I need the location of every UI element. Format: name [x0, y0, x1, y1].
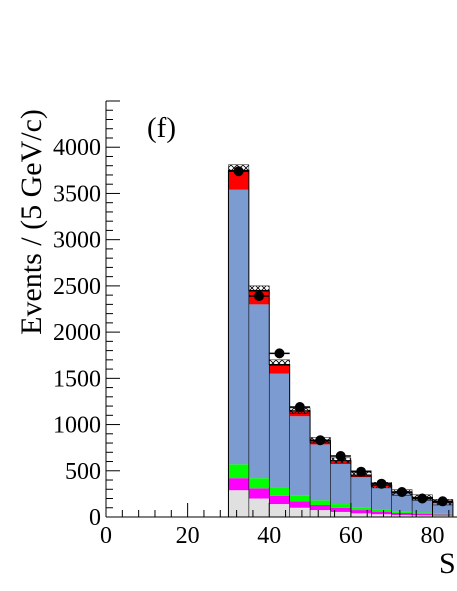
bar-magenta-1: [248, 488, 270, 499]
bar-blue-0: [228, 189, 249, 465]
bar-magenta-9: [412, 513, 433, 516]
panel-label: (f): [147, 112, 176, 144]
data-point-3: [294, 401, 305, 412]
bar-magenta-8: [391, 512, 413, 515]
bar-blue-7: [371, 486, 392, 510]
y-tick-label-2000: 2000: [53, 320, 101, 346]
bar-grey-1: [248, 498, 270, 517]
bar-grey-5: [330, 511, 351, 517]
uncertainty-box-1: [248, 285, 270, 292]
data-point-6: [356, 466, 367, 477]
bar-green-5: [330, 504, 351, 508]
bar-magenta-0: [228, 478, 249, 491]
y-tick-label-3000: 3000: [53, 228, 101, 254]
bar-green-6: [350, 507, 372, 511]
bar-blue-5: [330, 463, 351, 505]
uncertainty-box-2: [269, 359, 290, 366]
bar-green-0: [228, 464, 249, 479]
bar-grey-8: [391, 514, 413, 517]
data-point-2: [274, 348, 285, 359]
bar-magenta-6: [350, 510, 372, 514]
bar-red-2: [269, 364, 290, 374]
bar-green-8: [391, 511, 413, 513]
bar-blue-8: [391, 493, 413, 512]
bar-grey-0: [228, 490, 249, 517]
bar-green-2: [269, 487, 290, 496]
data-point-7: [376, 478, 387, 489]
x-tick-label-0: 0: [100, 523, 112, 549]
x-tick-label-60: 60: [339, 523, 363, 549]
bar-magenta-3: [289, 501, 311, 508]
y-tick-label-500: 500: [65, 459, 101, 485]
y-tick-label-4000: 4000: [53, 135, 101, 161]
bar-green-4: [310, 500, 331, 505]
y-axis-label: Events / (5 GeV/c): [15, 109, 48, 335]
x-tick-label-20: 20: [176, 523, 200, 549]
bar-magenta-5: [330, 507, 351, 512]
y-tick-label-2500: 2500: [53, 274, 101, 300]
data-point-8: [396, 487, 407, 498]
bar-grey-3: [289, 507, 311, 517]
data-points: [228, 166, 453, 507]
bar-blue-3: [289, 416, 311, 496]
bar-grey-6: [350, 513, 372, 517]
data-point-5: [335, 450, 346, 461]
bar-blue-4: [310, 444, 331, 501]
x-tick-label-80: 80: [421, 523, 445, 549]
bar-magenta-4: [310, 504, 331, 511]
y-tick-label-1500: 1500: [53, 366, 101, 392]
y-tick-label-3500: 3500: [53, 181, 101, 207]
bar-grey-10: [432, 515, 453, 517]
stacked-histogram: [227, 169, 454, 517]
bar-blue-1: [248, 304, 270, 479]
x-tick-label-40: 40: [257, 523, 281, 549]
x-axis-label: S: [439, 547, 456, 580]
bar-grey-2: [269, 504, 290, 517]
axes: 0 500 1000 1500 2000 2500 3000 3500 4000 0 20 40 60 8…: [53, 100, 457, 549]
data-point-0: [233, 166, 244, 177]
bar-grey-4: [310, 510, 331, 517]
bar-green-3: [289, 495, 311, 502]
bar-red-0: [228, 170, 249, 190]
bar-blue-9: [412, 498, 433, 513]
bar-green-10: [432, 513, 453, 515]
y-axis-label-container: Events / (5 GeV/c): [0, 0, 48, 591]
data-point-10: [437, 496, 448, 507]
y-tick-label-1000: 1000: [53, 413, 101, 439]
data-point-1: [254, 291, 265, 302]
data-point-4: [315, 435, 326, 446]
bar-green-9: [412, 512, 433, 514]
bar-magenta-2: [269, 495, 290, 505]
bar-blue-10: [432, 503, 453, 514]
y-tick-label-0: 0: [89, 505, 101, 531]
bar-green-1: [248, 478, 270, 489]
bar-magenta-7: [371, 511, 392, 515]
bar-grey-7: [371, 514, 392, 517]
bar-magenta-10: [432, 514, 453, 516]
bar-blue-2: [269, 373, 290, 488]
data-point-9: [417, 493, 428, 504]
bar-grey-9: [412, 515, 433, 517]
bar-green-7: [371, 509, 392, 512]
bar-blue-6: [350, 477, 372, 508]
